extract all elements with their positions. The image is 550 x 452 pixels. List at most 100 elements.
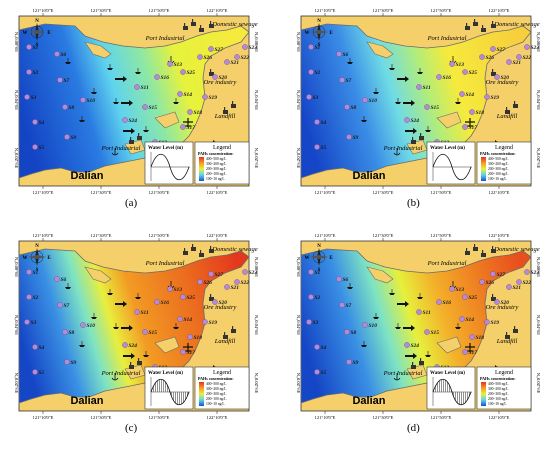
station-label: S27 xyxy=(215,272,224,278)
station-label: S1 xyxy=(315,45,321,51)
station-label: S13 xyxy=(456,287,465,293)
axis-left-label: N„0.00°6E xyxy=(295,32,301,52)
station-label: S1 xyxy=(315,270,321,276)
station-marker xyxy=(484,319,490,325)
axis-bottom-label: 121°50'0"E xyxy=(149,415,170,420)
airport-icon xyxy=(183,118,193,127)
axis-bottom-label: 121°50'0"E xyxy=(431,415,452,420)
label-ore-industry: Ore industry xyxy=(204,79,237,86)
station-label: S9 xyxy=(353,360,359,366)
station-marker xyxy=(416,84,422,90)
station-label: S25 xyxy=(469,295,478,301)
station-label: S3 xyxy=(31,95,37,101)
label-dalian: Dalian xyxy=(70,170,103,182)
station-marker xyxy=(208,271,214,277)
axis-top-label: 121°30'0"E xyxy=(373,8,394,13)
station-label: S22 xyxy=(241,55,250,61)
station-label: S27 xyxy=(497,47,506,53)
station-marker xyxy=(180,349,186,355)
station-label: S18 xyxy=(194,110,203,116)
axis-top-label: 121°10'0"E xyxy=(315,233,336,238)
flow-arrow-icon xyxy=(123,128,135,134)
station-marker xyxy=(180,124,186,130)
factory-icon xyxy=(183,23,188,30)
panel-caption-c: (c) xyxy=(125,422,138,434)
station-marker xyxy=(469,334,475,340)
factory-icon xyxy=(491,294,496,301)
station-label: S20 xyxy=(219,75,228,81)
ship-icon xyxy=(417,68,423,74)
ship-icon xyxy=(361,341,367,347)
legend-range: 200~100 ng/L xyxy=(206,172,226,176)
station-label: S8 xyxy=(69,330,75,336)
station-marker xyxy=(187,109,193,115)
legend-range: 200~100 ng/L xyxy=(488,172,508,176)
station-marker xyxy=(187,334,193,340)
axis-bottom-label: 122°10'0"E xyxy=(207,190,228,195)
station-label: S8 xyxy=(351,105,357,111)
station-marker xyxy=(344,104,350,110)
station-marker xyxy=(484,94,490,100)
station-label: S4 xyxy=(321,345,327,351)
anchor-icon xyxy=(111,373,119,381)
svg-text:N: N xyxy=(317,19,321,24)
factory-icon xyxy=(137,133,142,140)
station-marker xyxy=(404,117,410,123)
factory-icon xyxy=(473,244,478,251)
map-panel-a: 121°10'0"E 121°10'0"E 121°30'0"E 121°30'0"E… xyxy=(5,2,263,197)
station-label: S19 xyxy=(209,320,218,326)
station-marker xyxy=(224,284,230,290)
station-label: S22 xyxy=(241,280,250,286)
axis-bottom-label: 121°10'0"E xyxy=(33,190,54,195)
ship-icon xyxy=(373,313,379,319)
svg-text:E: E xyxy=(329,31,333,36)
station-label: S23 xyxy=(249,45,258,51)
water-level-title: Water Level (m) xyxy=(148,146,183,151)
svg-text:E: E xyxy=(47,31,51,36)
ship-icon xyxy=(389,64,395,70)
factory-icon xyxy=(223,332,228,339)
station-marker xyxy=(436,299,442,305)
ship-icon xyxy=(347,58,353,64)
station-label: S23 xyxy=(531,270,540,276)
station-marker xyxy=(134,84,140,90)
legend-subtitle: PAHs concentration: xyxy=(198,376,234,381)
legend-range: 200~300 ng/L xyxy=(206,392,226,396)
axis-right-label: N„0.00°6E xyxy=(535,32,541,52)
axis-left-label: N„0.04°6E xyxy=(13,315,19,335)
station-marker xyxy=(462,69,468,75)
axis-top-label: 121°50'0"E xyxy=(431,233,452,238)
factory-icon xyxy=(199,25,204,32)
axis-top-label: 122°10'0"E xyxy=(207,8,228,13)
axis-left-label: N„0.0Z°6E xyxy=(295,148,301,169)
station-marker xyxy=(64,134,70,140)
station-label: S11 xyxy=(423,85,432,91)
station-label: S21 xyxy=(231,60,240,66)
label-dalian: Dalian xyxy=(352,170,385,182)
station-label: S1 xyxy=(33,270,39,276)
station-label: S7 xyxy=(64,78,70,84)
axis-left-label: N„0.0Z°6E xyxy=(13,148,19,169)
label-port-industrial-top: Port Industrial xyxy=(427,260,467,267)
station-label: S10 xyxy=(369,98,378,104)
station-marker xyxy=(24,94,30,100)
station-label: S24 xyxy=(411,343,420,349)
svg-text:W: W xyxy=(305,31,310,36)
station-label: S2 xyxy=(33,295,39,301)
station-label: S2 xyxy=(33,70,39,76)
svg-text:S: S xyxy=(36,268,39,273)
ship-icon xyxy=(135,68,141,74)
station-marker xyxy=(436,74,442,80)
station-label: S9 xyxy=(71,135,77,141)
station-marker xyxy=(362,97,368,103)
ship-icon xyxy=(173,98,179,104)
station-label: S17 xyxy=(469,125,478,131)
station-marker xyxy=(516,54,522,60)
flow-arrow-icon xyxy=(121,100,133,106)
station-marker xyxy=(308,269,314,275)
legend-range: 200~300 ng/L xyxy=(206,167,226,171)
station-marker xyxy=(224,59,230,65)
water-level-inset: Water Level (m) xyxy=(144,366,194,410)
station-marker xyxy=(314,144,320,150)
